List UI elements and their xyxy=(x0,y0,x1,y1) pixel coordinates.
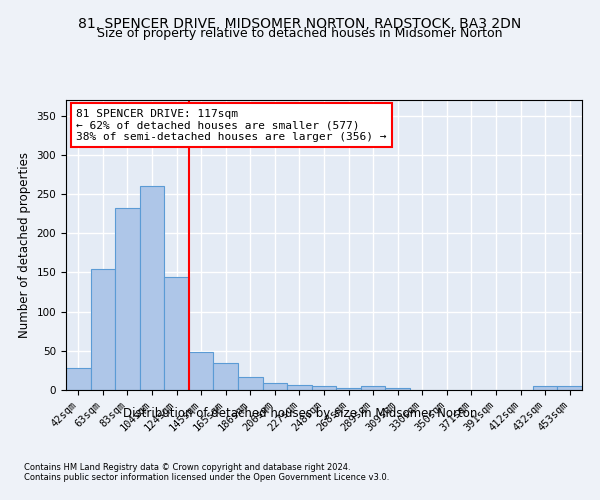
Text: Size of property relative to detached houses in Midsomer Norton: Size of property relative to detached ho… xyxy=(97,28,503,40)
Text: Contains public sector information licensed under the Open Government Licence v3: Contains public sector information licen… xyxy=(24,472,389,482)
Bar xyxy=(361,386,385,390)
Bar xyxy=(557,386,582,390)
Bar xyxy=(336,388,361,390)
Bar xyxy=(312,386,336,390)
Bar xyxy=(66,368,91,390)
Bar xyxy=(238,378,263,390)
Text: Distribution of detached houses by size in Midsomer Norton: Distribution of detached houses by size … xyxy=(123,408,477,420)
Bar xyxy=(287,386,312,390)
Bar xyxy=(214,362,238,390)
Text: 81, SPENCER DRIVE, MIDSOMER NORTON, RADSTOCK, BA3 2DN: 81, SPENCER DRIVE, MIDSOMER NORTON, RADS… xyxy=(79,18,521,32)
Bar xyxy=(140,186,164,390)
Text: Contains HM Land Registry data © Crown copyright and database right 2024.: Contains HM Land Registry data © Crown c… xyxy=(24,462,350,471)
Bar xyxy=(385,388,410,390)
Bar xyxy=(263,383,287,390)
Bar xyxy=(189,352,214,390)
Bar xyxy=(164,277,189,390)
Bar xyxy=(115,208,140,390)
Bar xyxy=(533,386,557,390)
Text: 81 SPENCER DRIVE: 117sqm
← 62% of detached houses are smaller (577)
38% of semi-: 81 SPENCER DRIVE: 117sqm ← 62% of detach… xyxy=(76,108,387,142)
Y-axis label: Number of detached properties: Number of detached properties xyxy=(18,152,31,338)
Bar xyxy=(91,268,115,390)
